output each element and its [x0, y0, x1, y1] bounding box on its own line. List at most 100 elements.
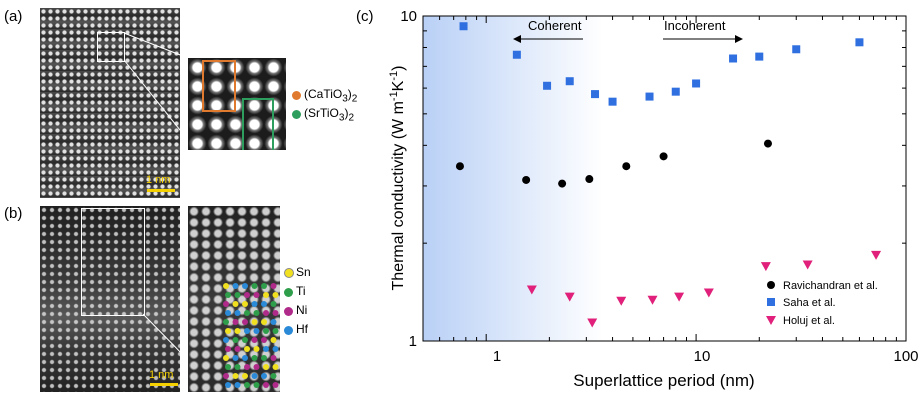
- atom-marker: [263, 346, 269, 352]
- catio3-highlight-box: [202, 60, 236, 112]
- data-points: [455, 22, 882, 328]
- data-point-saha: [608, 97, 617, 106]
- atom-marker: [244, 364, 250, 370]
- atom-marker: [232, 337, 239, 343]
- atom-marker: [261, 301, 267, 307]
- x-tick-label-10: 10: [694, 348, 711, 365]
- atom-marker: [251, 301, 258, 307]
- atom-marker: [242, 373, 248, 379]
- atom-marker: [272, 328, 279, 334]
- ni-legend-dot: [284, 307, 293, 316]
- srtio3-highlight-box: [242, 98, 274, 150]
- panel-a-stem-image: 1 nm: [40, 8, 180, 198]
- panel-b-atom-overlay: [223, 283, 279, 388]
- zoom-region-box-b: [81, 208, 145, 316]
- atom-marker: [232, 355, 239, 361]
- panel-b-zoom-image: [188, 206, 280, 392]
- zoom-connector-lines-b: [142, 207, 189, 361]
- x-tick-label-1: 1: [493, 348, 501, 365]
- data-point-holuj: [871, 250, 882, 260]
- ni-legend-label: Ni: [296, 303, 308, 317]
- atom-marker: [251, 283, 258, 289]
- atom-marker: [225, 310, 231, 316]
- atom-marker: [244, 382, 250, 388]
- atom-marker: [270, 355, 277, 361]
- atom-marker: [242, 283, 248, 289]
- atom-marker: [253, 310, 260, 316]
- panel-b-stem-image: 1 nm: [40, 206, 180, 392]
- data-point-saha: [459, 22, 468, 31]
- atom-marker: [234, 292, 241, 298]
- atom-marker: [223, 301, 229, 307]
- legend-label-ravichandran: Ravichandran et al.: [783, 280, 878, 292]
- atom-marker: [263, 328, 269, 334]
- data-point-ravichandran: [763, 139, 772, 148]
- catio3-legend-dot: [292, 91, 301, 100]
- atom-marker: [232, 373, 239, 379]
- panel-a-label: (a): [4, 8, 23, 25]
- atom-marker: [223, 283, 229, 289]
- incoherent-label: Incoherent: [664, 18, 726, 33]
- atom-marker: [234, 346, 241, 352]
- atom-marker: [223, 319, 229, 325]
- data-point-saha: [729, 54, 738, 63]
- atom-marker: [244, 328, 250, 334]
- data-point-holuj: [587, 318, 598, 328]
- atom-marker: [244, 346, 250, 352]
- scale-bar-b: [150, 383, 178, 386]
- data-point-saha: [512, 50, 521, 59]
- coherent-label: Coherent: [528, 18, 582, 33]
- ti-legend-label: Ti: [296, 284, 306, 298]
- atom-marker: [225, 382, 231, 388]
- sn-legend-label: Sn: [296, 265, 311, 279]
- atom-marker: [223, 337, 229, 343]
- atom-marker: [263, 382, 269, 388]
- y-tick-label-10: 10: [400, 8, 417, 25]
- atom-marker: [232, 319, 239, 325]
- ti-legend-dot: [284, 288, 293, 297]
- atom-marker: [272, 346, 279, 352]
- atom-marker: [225, 346, 231, 352]
- data-point-holuj: [647, 295, 658, 305]
- atom-marker: [242, 355, 248, 361]
- atom-marker: [251, 319, 258, 325]
- data-point-saha: [565, 77, 574, 86]
- atom-marker: [253, 292, 260, 298]
- data-point-holuj: [760, 262, 771, 272]
- chart-legend: Ravichandran et al. Saha et al. Holuj et…: [766, 280, 878, 327]
- y-tick-label-1: 1: [409, 333, 417, 350]
- atom-marker: [232, 283, 239, 289]
- atom-marker: [261, 337, 267, 343]
- atom-marker: [270, 301, 277, 307]
- scale-bar-b-label: 1 nm: [149, 369, 174, 381]
- axis-ticks: [422, 15, 907, 342]
- data-point-holuj: [526, 285, 537, 295]
- x-axis-label: Superlattice period (nm): [573, 371, 754, 390]
- y-axis-label: Thermal conductivity (W m-1K-1): [388, 66, 407, 291]
- atom-marker: [263, 292, 269, 298]
- data-point-ravichandran: [558, 179, 567, 188]
- srtio3-legend-dot: [292, 110, 301, 119]
- legend-marker-saha: [767, 298, 775, 306]
- atom-marker: [270, 319, 277, 325]
- data-point-holuj: [616, 296, 627, 306]
- atom-marker: [234, 364, 241, 370]
- legend-label-holuj: Holuj et al.: [783, 315, 835, 327]
- atom-marker: [253, 346, 260, 352]
- data-point-ravichandran: [659, 152, 668, 161]
- data-point-holuj: [564, 292, 575, 302]
- scale-bar-a: [147, 189, 175, 192]
- coherent-regime-shading: [423, 16, 603, 341]
- atom-marker: [251, 373, 258, 379]
- legend-marker-ravichandran: [767, 281, 775, 289]
- data-point-saha: [543, 81, 552, 90]
- atom-marker: [225, 328, 231, 334]
- panel-a-zoom-image: [188, 58, 286, 150]
- atom-marker: [263, 364, 269, 370]
- atom-marker: [251, 355, 258, 361]
- data-point-holuj: [674, 292, 685, 302]
- data-point-saha: [792, 45, 801, 54]
- srtio3-legend-label: (SrTiO3)2: [304, 106, 355, 124]
- atom-marker: [242, 301, 248, 307]
- atom-marker: [253, 328, 260, 334]
